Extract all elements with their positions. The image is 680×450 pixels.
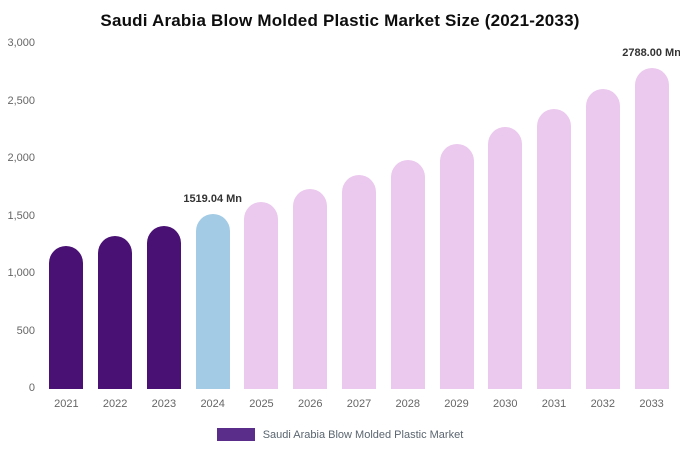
bar-column: 2029 (432, 44, 481, 410)
bar-2030[interactable] (488, 126, 523, 389)
y-tick-label: 2,500 (7, 94, 35, 107)
bar-2024[interactable] (195, 214, 230, 389)
x-tick-label: 2030 (493, 398, 518, 410)
legend-item[interactable]: Saudi Arabia Blow Molded Plastic Market (0, 428, 680, 441)
x-tick-label: 2029 (444, 398, 469, 410)
bar-column: 2028 (383, 44, 432, 410)
bar-2027[interactable] (341, 175, 376, 389)
bar-column: 2031 (530, 44, 579, 410)
bar-2031[interactable] (537, 108, 572, 389)
y-axis: 0 500 1,000 1,500 2,000 2,500 3,000 (0, 37, 42, 394)
data-label: 1519.04 Mn (183, 193, 243, 206)
bar-2028[interactable] (390, 160, 425, 389)
legend-swatch (216, 428, 255, 441)
y-tick-label: 0 (28, 382, 35, 394)
bars-container: 2021 2022 2023 1519.04 Mn 2024 2025 2026 2027 20… (42, 44, 680, 410)
bar-2021[interactable] (49, 246, 84, 389)
bar-2023[interactable] (146, 225, 181, 389)
x-tick-label: 2024 (200, 398, 225, 410)
x-tick-label: 2023 (151, 398, 177, 410)
y-tick-label: 2,000 (7, 152, 35, 164)
plot-area: 0 500 1,000 1,500 2,000 2,500 3,000 2021 2022 20… (0, 37, 680, 410)
x-tick-label: 2033 (639, 398, 664, 410)
x-tick-label: 2027 (346, 398, 372, 410)
x-tick-label: 2032 (590, 398, 616, 410)
chart-title: Saudi Arabia Blow Molded Plastic Market … (100, 11, 580, 30)
bar-2033[interactable] (634, 68, 669, 389)
bar-column: 1519.04 Mn 2024 (183, 44, 242, 410)
bar-column: 2030 (481, 44, 530, 410)
x-tick-label: 2021 (54, 398, 79, 410)
y-tick-label: 1,500 (7, 209, 35, 222)
bar-column: 2032 (578, 44, 627, 410)
x-tick-label: 2025 (249, 398, 274, 410)
legend-label: Saudi Arabia Blow Molded Plastic Market (262, 428, 464, 441)
y-tick-label: 3,000 (7, 37, 35, 49)
bar-column: 2023 (140, 44, 189, 410)
bar-2032[interactable] (585, 88, 620, 389)
data-label: 2788.00 Mn (622, 47, 680, 60)
bar-column: 2788.00 Mn 2033 (622, 44, 680, 410)
bar-column: 2022 (91, 44, 140, 410)
bar-2029[interactable] (439, 144, 474, 389)
bar-column: 2026 (286, 44, 335, 410)
x-tick-label: 2026 (297, 398, 323, 410)
x-tick-label: 2022 (102, 398, 128, 410)
bar-column: 2021 (42, 44, 91, 410)
x-tick-label: 2028 (395, 398, 420, 410)
bar-column: 2027 (335, 44, 384, 410)
bar-2022[interactable] (98, 236, 133, 389)
x-tick-label: 2031 (541, 398, 567, 410)
bar-2026[interactable] (293, 189, 328, 389)
bar-column: 2025 (237, 44, 286, 410)
y-tick-label: 500 (16, 324, 35, 337)
bar-2025[interactable] (244, 202, 279, 389)
y-tick-label: 1,000 (7, 267, 35, 279)
